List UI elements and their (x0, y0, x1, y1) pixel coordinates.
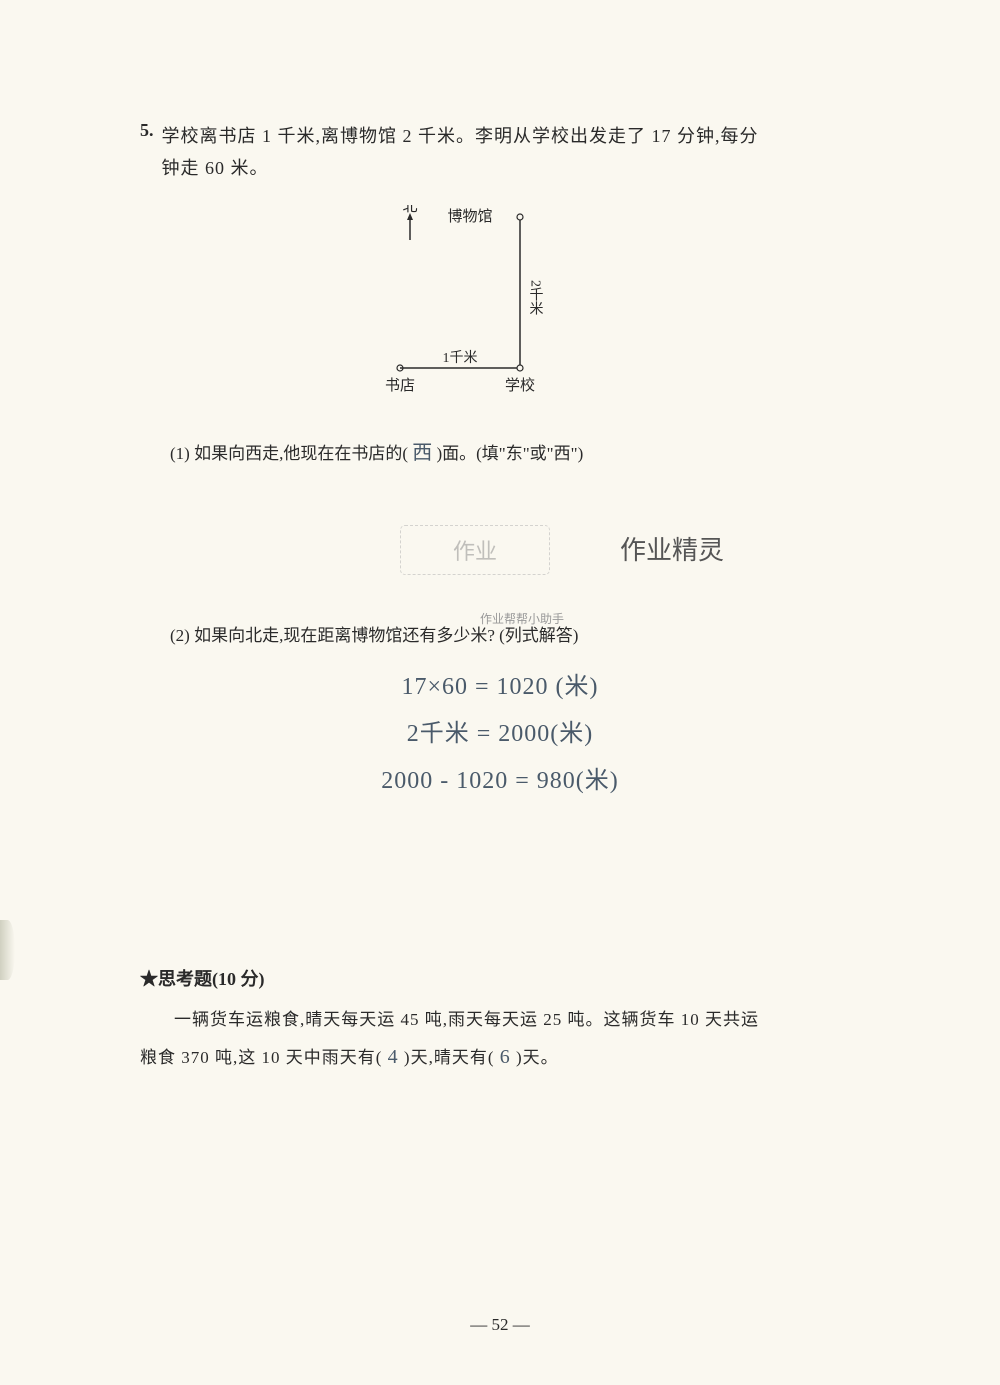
diagram-svg: 北 博物馆 2千米 学校 书店 1千米 (360, 205, 640, 405)
question-text-wrapper: 学校离书店 1 千米,离博物馆 2 千米。李明从学校出发走了 17 分钟,每分 … (162, 120, 759, 185)
thinking-line2-mid: )天,晴天有( (399, 1048, 500, 1067)
question-text-line2: 钟走 60 米。 (162, 152, 759, 184)
map-diagram: 北 博物馆 2千米 学校 书店 1千米 (360, 205, 640, 405)
watermark-box: 作业 (400, 525, 550, 575)
watermark-right-text: 作业精灵 (620, 530, 724, 567)
thinking-answer-sunny: 6 (500, 1046, 511, 1068)
north-label: 北 (402, 205, 417, 215)
sub-q1-suffix: )面。(填"东"或"西") (432, 444, 583, 463)
distance-1km-label: 1千米 (443, 350, 478, 366)
school-label: 学校 (505, 377, 535, 394)
bookstore-label: 书店 (385, 377, 415, 394)
watermark-box-text: 作业 (453, 534, 497, 566)
distance-2km-label: 2千米 (528, 280, 544, 315)
sub-q1-answer: 西 (412, 442, 432, 464)
sub-q1-prefix: (1) 如果向西走,他现在在书店的( (170, 444, 412, 463)
page-edge-decoration (0, 920, 15, 980)
thinking-line2-prefix: 粮食 370 吨,这 10 天中雨天有( (140, 1048, 388, 1067)
thinking-text-line2: 粮食 370 吨,这 10 天中雨天有( 4 )天,晴天有( 6 )天。 (140, 1037, 860, 1077)
thinking-line2-suffix: )天。 (511, 1048, 559, 1067)
question-5-header: 5. 学校离书店 1 千米,离博物馆 2 千米。李明从学校出发走了 17 分钟,… (140, 120, 860, 185)
watermark-helper-text: 作业帮帮小助手 (480, 610, 564, 627)
calc-line-3: 2000 - 1020 = 980(米) (140, 760, 860, 795)
calc-line-1: 17×60 = 1020 (米) (140, 666, 860, 701)
calc-line-2: 2千米 = 2000(米) (140, 713, 860, 748)
thinking-section: ★思考题(10 分) 一辆货车运粮食,晴天每天运 45 吨,雨天每天运 25 吨… (140, 965, 860, 1077)
thinking-title: ★思考题(10 分) (140, 965, 860, 991)
page-number: — 52 — (470, 1315, 530, 1335)
thinking-answer-rainy: 4 (388, 1046, 399, 1068)
museum-label: 博物馆 (447, 208, 492, 225)
thinking-text-line1: 一辆货车运粮食,晴天每天运 45 吨,雨天每天运 25 吨。这辆货车 10 天共… (140, 1003, 860, 1037)
sub-question-1: (1) 如果向西走,他现在在书店的( 西 )面。(填"东"或"西") (170, 435, 860, 471)
question-text-line1: 学校离书店 1 千米,离博物馆 2 千米。李明从学校出发走了 17 分钟,每分 (162, 120, 759, 152)
question-number: 5. (140, 120, 154, 141)
